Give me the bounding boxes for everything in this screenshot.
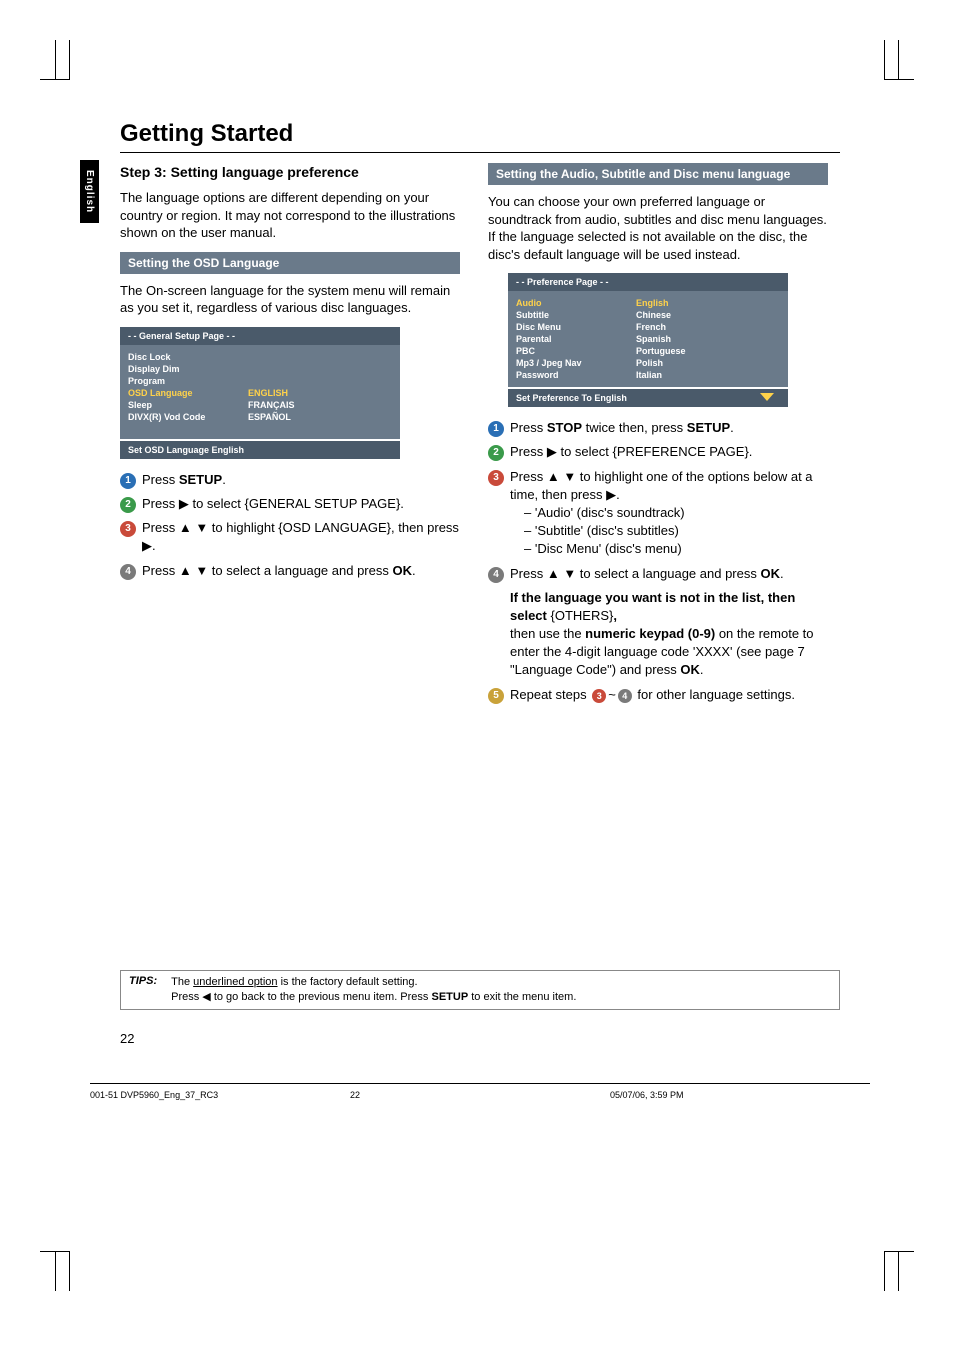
step-number-icon: 2 [488,445,504,461]
language-tab: English [80,160,99,223]
osd-row: SleepFRANÇAIS [128,399,392,411]
footer-filename: 001-51 DVP5960_Eng_37_RC3 [90,1090,350,1100]
osd-row: ParentalSpanish [516,333,780,345]
osd-row: DIVX(R) Vod CodeESPAÑOL [128,411,392,423]
osd-footer: Set Preference To English [508,389,788,407]
print-footer: 001-51 DVP5960_Eng_37_RC3 22 05/07/06, 3… [90,1083,870,1100]
step-item: 2 Press ▶ to select {PREFERENCE PAGE}. [488,443,828,461]
step-number-icon: 1 [120,473,136,489]
intro-paragraph: The language options are different depen… [120,189,460,242]
osd-body: AudioEnglish SubtitleChinese Disc MenuFr… [508,291,788,387]
section-band: Setting the Audio, Subtitle and Disc men… [488,163,828,185]
step-number-icon: 1 [488,421,504,437]
step-number-icon: 3 [120,521,136,537]
step-item: 3 Press ▲ ▼ to highlight {OSD LANGUAGE},… [120,519,460,555]
footer-timestamp: 05/07/06, 3:59 PM [610,1090,870,1100]
step-heading: Step 3: Setting language preference [120,163,460,181]
step-item: 4 Press ▲ ▼ to select a language and pre… [488,565,828,583]
crop-mark [55,40,56,80]
right-column: Setting the Audio, Subtitle and Disc men… [488,163,828,710]
tips-box: TIPS: The underlined option is the facto… [120,970,840,1010]
step-number-icon: 4 [120,564,136,580]
osd-row: Display Dim [128,363,392,375]
tips-text: The underlined option is the factory def… [171,975,576,1005]
osd-preference-page: - - Preference Page - - AudioEnglish Sub… [508,273,788,407]
osd-row: PasswordItalian [516,369,780,381]
osd-general-setup: - - General Setup Page - - Disc Lock Dis… [120,327,400,459]
osd-row: Disc Lock [128,351,392,363]
steps-list: 1 Press STOP twice then, press SETUP. 2 … [488,419,828,704]
two-column-layout: Step 3: Setting language preference The … [120,163,840,710]
step-number-icon: 2 [120,497,136,513]
crop-mark [884,40,914,80]
left-column: Step 3: Setting language preference The … [120,163,460,710]
intro-paragraph: You can choose your own preferred langua… [488,193,828,263]
osd-row-selected: OSD LanguageENGLISH [128,387,392,399]
crop-mark [898,40,899,80]
body-paragraph: The On-screen language for the system me… [120,282,460,317]
osd-row: Mp3 / Jpeg NavPolish [516,357,780,369]
step-number-icon: 4 [488,567,504,583]
osd-row: Program [128,375,392,387]
step-item: 4 Press ▲ ▼ to select a language and pre… [120,562,460,580]
step-number-icon: 5 [488,688,504,704]
footer-page: 22 [350,1090,610,1100]
osd-row: PBCPortuguese [516,345,780,357]
osd-body: Disc Lock Display Dim Program OSD Langua… [120,345,400,439]
osd-header: - - General Setup Page - - [120,327,400,345]
page-content: English Getting Started Step 3: Setting … [120,120,840,1010]
step-item: 2 Press ▶ to select {GENERAL SETUP PAGE}… [120,495,460,513]
step-item: 5 Repeat steps 3~4 for other language se… [488,686,828,704]
section-band: Setting the OSD Language [120,252,460,274]
page-title: Getting Started [120,120,840,153]
osd-row-selected: AudioEnglish [516,297,780,309]
steps-list: 1 Press SETUP. 2 Press ▶ to select {GENE… [120,471,460,580]
osd-row: Disc MenuFrench [516,321,780,333]
osd-row: SubtitleChinese [516,309,780,321]
step-number-icon: 3 [488,470,504,486]
crop-mark [55,1251,56,1291]
osd-header: - - Preference Page - - [508,273,788,291]
step-item: 3 Press ▲ ▼ to highlight one of the opti… [488,468,828,559]
note-block: If the language you want is not in the l… [488,589,828,680]
osd-footer: Set OSD Language English [120,441,400,459]
crop-mark [898,1251,899,1291]
tips-label: TIPS: [129,975,157,1005]
crop-mark [884,1251,914,1291]
step-item: 1 Press SETUP. [120,471,460,489]
page-number: 22 [120,1031,134,1046]
step-item: 1 Press STOP twice then, press SETUP. [488,419,828,437]
